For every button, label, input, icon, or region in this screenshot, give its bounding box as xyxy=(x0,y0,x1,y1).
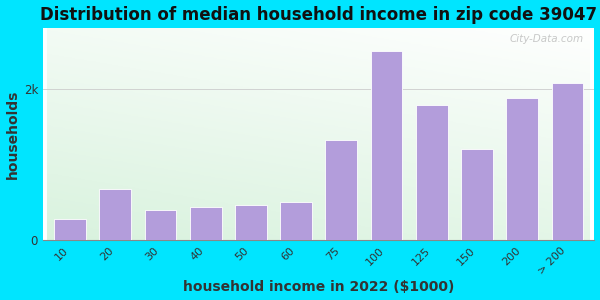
X-axis label: household income in 2022 ($1000): household income in 2022 ($1000) xyxy=(183,280,454,294)
Bar xyxy=(416,105,448,240)
Bar xyxy=(551,82,583,240)
Bar xyxy=(325,140,357,240)
Text: City-Data.com: City-Data.com xyxy=(509,34,583,44)
Bar xyxy=(371,51,403,240)
Bar xyxy=(54,219,86,240)
Bar xyxy=(506,98,538,240)
Bar xyxy=(100,189,131,240)
Bar xyxy=(190,207,221,240)
Bar xyxy=(145,210,176,240)
Bar xyxy=(235,206,267,240)
Title: Distribution of median household income in zip code 39047: Distribution of median household income … xyxy=(40,6,597,24)
Bar xyxy=(461,149,493,240)
Bar xyxy=(280,202,312,240)
Y-axis label: households: households xyxy=(5,89,20,179)
